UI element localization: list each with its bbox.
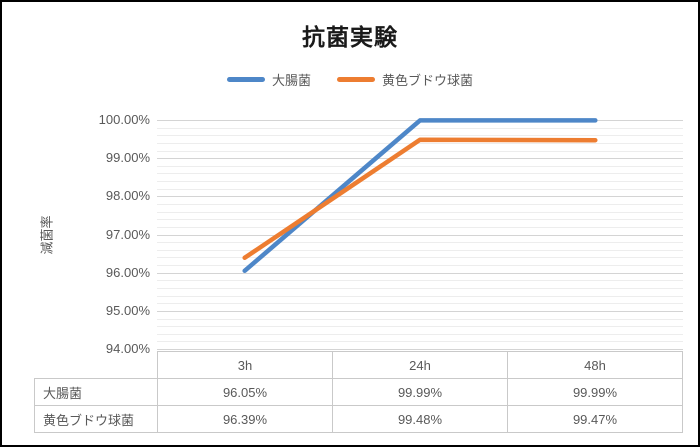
gridline-minor — [157, 165, 683, 167]
y-axis-tick-label: 96.00% — [105, 264, 150, 280]
legend-label: 黄色ブドウ球菌 — [382, 73, 474, 88]
gridline-major — [157, 272, 683, 274]
y-axis-tick-label: 95.00% — [105, 302, 150, 318]
gridline-minor — [157, 219, 683, 221]
y-axis-tick-label: 94.00% — [105, 341, 150, 356]
data-table-cell: 99.99% — [332, 378, 508, 406]
gridline-minor — [157, 135, 683, 137]
legend: 大腸菌 黄色ブドウ球菌 — [2, 70, 698, 89]
gridline-minor — [157, 173, 683, 175]
gridline-minor — [157, 287, 683, 289]
gridline-major — [157, 120, 683, 121]
legend-line-swatch — [226, 77, 265, 82]
gridline-minor — [157, 142, 683, 144]
gridline-minor — [157, 265, 683, 266]
data-table-cell: 99.47% — [507, 405, 683, 433]
data-table-corner — [35, 352, 158, 379]
legend-line-swatch — [337, 77, 375, 82]
gridline-minor — [157, 226, 683, 228]
y-axis-tick-label: 100.00% — [98, 112, 150, 127]
data-table[interactable]: 3h 24h 48h 大腸菌 96.05% 99.99% 99.99% 黄色ブドウ球菌 96.3… — [34, 351, 683, 433]
gridline-minor — [157, 303, 683, 305]
data-table-row-label: 大腸菌 — [34, 378, 158, 406]
legend-item-0[interactable]: 大腸菌 — [226, 70, 311, 89]
y-axis-tick-label: 99.00% — [105, 150, 150, 166]
data-table-column-header: 24h — [332, 351, 508, 379]
chart-title[interactable]: 抗菌実験 — [302, 24, 398, 50]
data-table-column-header: 3h — [157, 351, 333, 379]
data-table-cell: 96.05% — [157, 378, 333, 406]
legend-label: 大腸菌 — [271, 73, 311, 88]
data-table-row-1: 黄色ブドウ球菌 96.39% 99.48% 99.47% — [34, 405, 683, 433]
plot-area[interactable] — [157, 120, 683, 350]
gridline-minor — [157, 204, 683, 205]
data-table-cell: 99.48% — [332, 405, 508, 433]
gridline-minor — [157, 181, 683, 183]
gridline-minor — [157, 318, 683, 320]
gridline-minor — [157, 341, 683, 343]
gridline-minor — [157, 333, 683, 335]
data-table-header-row: 3h 24h 48h — [35, 351, 683, 379]
data-table-cell: 96.39% — [157, 405, 333, 433]
gridline-major — [157, 349, 683, 350]
gridline-minor — [157, 188, 683, 190]
gridline-minor — [157, 280, 683, 282]
data-table-body: 3h 24h 48h 大腸菌 96.05% 99.99% 99.99% 黄色ブドウ球菌 96.3… — [34, 351, 683, 433]
gridline-minor — [157, 295, 683, 297]
gridline-major — [157, 234, 683, 236]
data-table-cell: 99.99% — [507, 378, 683, 406]
data-table-row-label: 黄色ブドウ球菌 — [34, 405, 158, 433]
gridline-major — [157, 158, 683, 160]
y-axis-tick-label: 97.00% — [105, 226, 150, 242]
gridline-minor — [157, 150, 683, 152]
gridline-minor — [157, 326, 683, 328]
y-axis-tick-label: 98.00% — [105, 188, 150, 204]
gridline-minor — [157, 257, 683, 259]
gridline-minor — [157, 249, 683, 251]
gridline-minor — [157, 211, 683, 213]
data-table-column-header: 48h — [507, 351, 683, 379]
gridline-major — [157, 310, 683, 312]
gridline-major — [157, 196, 683, 198]
gridline-minor — [157, 242, 683, 244]
legend-item-1[interactable]: 黄色ブドウ球菌 — [337, 70, 473, 89]
gridline-minor — [157, 127, 683, 129]
data-table-row-0: 大腸菌 96.05% 99.99% 99.99% — [34, 378, 683, 406]
